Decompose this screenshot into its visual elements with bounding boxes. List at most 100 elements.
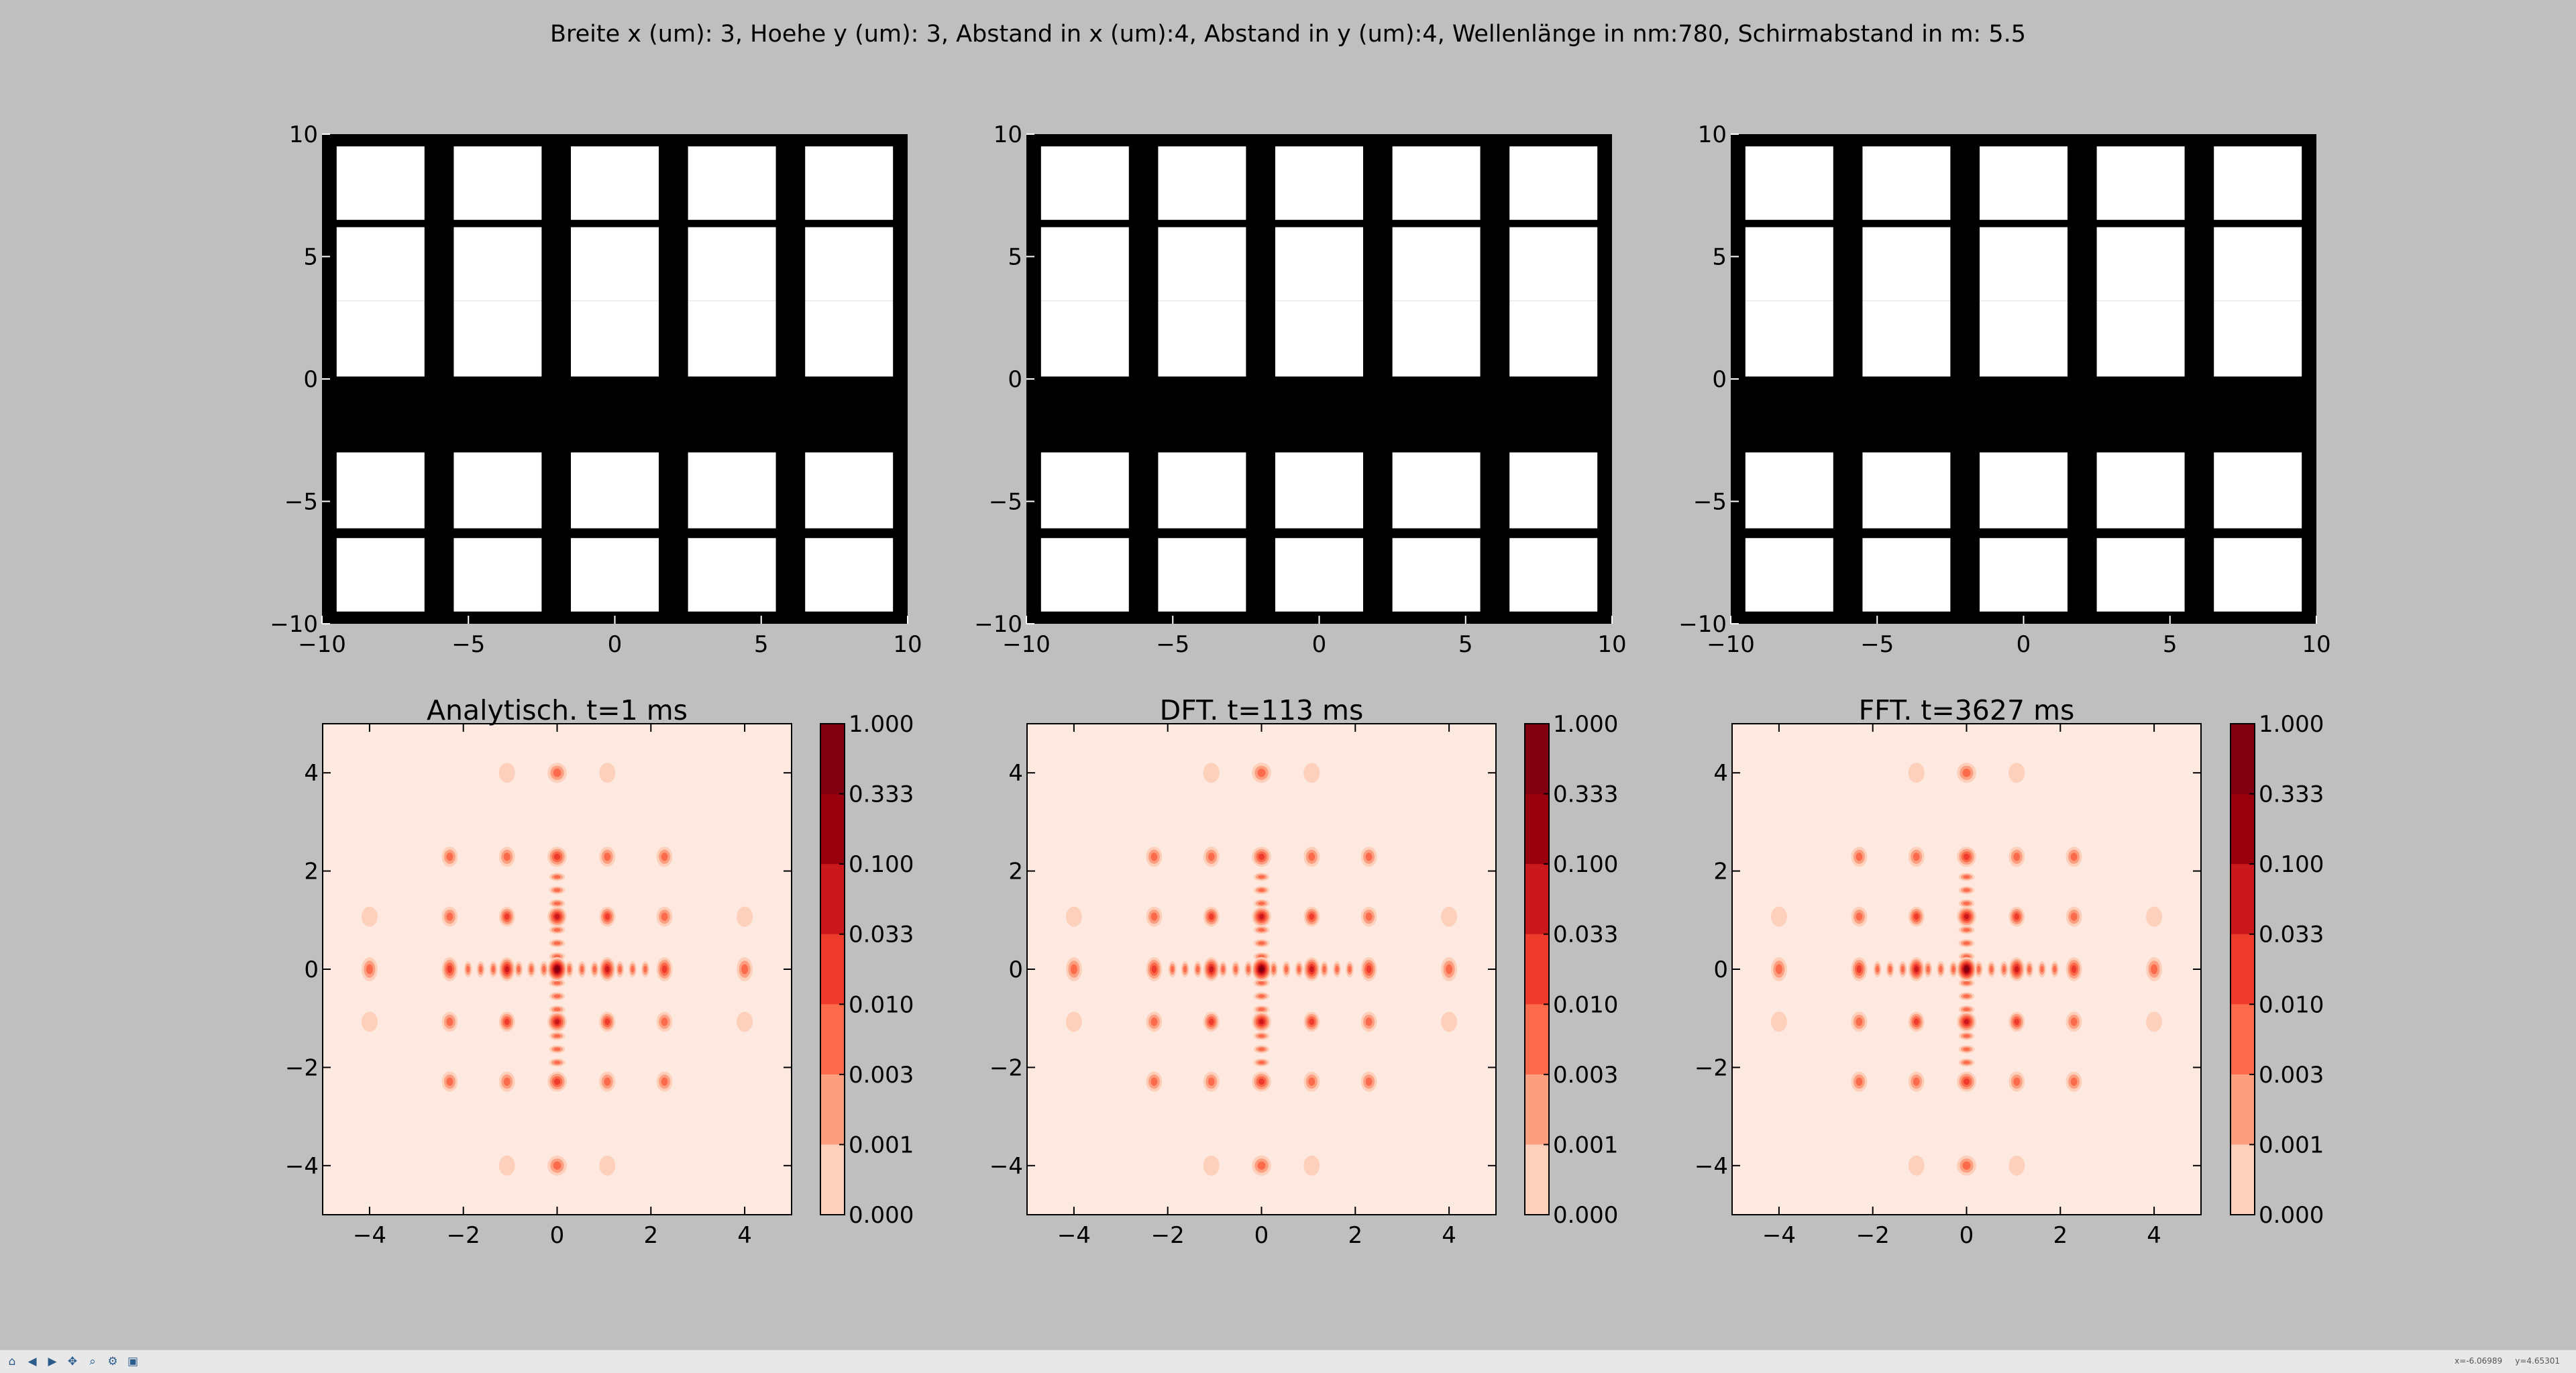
y-tick-label: 2 [1008, 859, 1023, 885]
intensity-peak [1303, 763, 1320, 783]
intensity-peak [366, 964, 373, 975]
aperture-opening [1392, 300, 1481, 377]
intensity-peak [1258, 888, 1265, 892]
save-icon[interactable]: ▣ [127, 1354, 139, 1368]
intensity-peak [1208, 1018, 1214, 1026]
y-tick-label: 5 [303, 244, 318, 271]
colorbar-segment [820, 793, 845, 865]
intensity-peak [1151, 965, 1157, 973]
intensity-peak [1770, 1011, 1787, 1032]
intensity-peak [1951, 966, 1955, 973]
x-tick-label: −4 [1762, 1222, 1796, 1249]
intensity-peak [503, 853, 511, 861]
colorbar-segment [820, 724, 845, 795]
aperture-opening [805, 452, 894, 529]
colorbar-segment [820, 864, 845, 935]
aperture-opening [1509, 300, 1598, 377]
configure-subplots-icon[interactable]: ⚙ [107, 1354, 118, 1368]
aperture-opening [805, 300, 894, 377]
intensity-peak [1365, 853, 1373, 861]
intensity-peak [1309, 966, 1314, 973]
intensity-peak [2008, 763, 2025, 783]
intensity-peak [553, 941, 561, 945]
intensity-peak [1963, 1078, 1970, 1085]
aperture-opening [1980, 146, 2068, 220]
home-icon[interactable]: ⌂ [8, 1354, 16, 1368]
colorbar-segment [2231, 1074, 2255, 1145]
intensity-peak [599, 1155, 616, 1176]
back-icon[interactable]: ◀ [28, 1354, 37, 1368]
intensity-peak [553, 769, 561, 777]
intensity-peak [2070, 1018, 2078, 1026]
intensity-peak [1963, 941, 1970, 945]
diffraction-peaks [361, 763, 753, 1176]
intensity-peak [618, 966, 622, 973]
aperture-opening [1158, 452, 1246, 529]
aperture-opening [805, 227, 894, 301]
x-tick-label: 2 [643, 1222, 658, 1249]
y-tick-label: −4 [1695, 1153, 1728, 1180]
intensity-peak [1285, 966, 1289, 973]
aperture-opening [1040, 538, 1129, 612]
colorbar-segment [1525, 864, 1549, 935]
intensity-peak [1209, 966, 1214, 973]
x-tick-label: −5 [1860, 631, 1894, 658]
intensity-peak [1963, 928, 1970, 932]
intensity-peak [1258, 941, 1265, 945]
zoom-icon[interactable]: ⌕ [89, 1354, 96, 1368]
aperture-opening [688, 227, 776, 301]
intensity-peak [553, 954, 561, 958]
diffraction-plot-2: DFT. t=113 ms −4 −2 0 2 4 4 2 0 −2 −4 [989, 694, 1497, 1249]
y-tick-label: −2 [1695, 1054, 1728, 1081]
colorbar-tick-label: 0.000 [849, 1202, 914, 1229]
x-tick-label: 2 [1348, 1222, 1362, 1249]
x-tick-label: 0 [1254, 1222, 1269, 1249]
x-tick-label: 5 [1458, 631, 1473, 658]
aperture-opening [1275, 538, 1363, 612]
intensity-peak [553, 901, 561, 905]
aperture-plot-2: −10 −5 0 5 10 10 5 0 −5 −10 [974, 121, 1626, 658]
colorbar-tick-label: 0.001 [849, 1132, 914, 1158]
intensity-peak [1926, 966, 1930, 973]
diffraction-plot-1: Analytisch. t=1 ms −4 −2 0 2 4 4 2 0 −2 −4 [285, 694, 792, 1249]
aperture-opening [1862, 538, 1951, 612]
colorbar-tick-label: 0.033 [2259, 922, 2324, 948]
intensity-peak [1990, 966, 1994, 973]
intensity-peak [1366, 965, 1372, 973]
aperture-opening [1980, 300, 2068, 377]
aperture-opening [2214, 452, 2302, 529]
aperture-opening [571, 227, 659, 301]
intensity-peak [1348, 966, 1352, 973]
intensity-peak [553, 1047, 561, 1051]
x-tick-label: 10 [2302, 631, 2330, 658]
intensity-peak [1308, 1077, 1316, 1086]
forward-icon[interactable]: ▶ [48, 1354, 57, 1368]
aperture-plot-1: −10 −5 0 5 10 10 5 0 −5 −10 [270, 121, 922, 658]
y-tick-label: 5 [1712, 244, 1727, 271]
intensity-peak [554, 914, 560, 920]
colorbar-segment [1525, 934, 1549, 1005]
aperture-opening [1275, 452, 1363, 529]
aperture-opening [1862, 300, 1951, 377]
intensity-peak [446, 1077, 453, 1086]
colorbar-segment [1525, 1074, 1549, 1145]
intensity-peak [1908, 1155, 1925, 1176]
colorbar-tick-label: 0.001 [2259, 1132, 2324, 1158]
y-tick-label: −2 [989, 1054, 1023, 1081]
intensity-peak [1070, 964, 1077, 975]
intensity-peak [604, 853, 611, 861]
intensity-peak [1259, 967, 1264, 972]
pan-icon[interactable]: ✥ [67, 1354, 78, 1368]
aperture-opening [453, 452, 542, 529]
intensity-peak [1856, 1077, 1863, 1086]
intensity-peak [2070, 912, 2078, 921]
aperture-opening [2214, 538, 2302, 612]
intensity-peak [1258, 914, 1265, 920]
aperture-opening [1392, 227, 1481, 301]
aperture-opening [336, 227, 425, 301]
intensity-peak [605, 966, 610, 973]
intensity-peak [1963, 875, 1970, 879]
intensity-peak [553, 1078, 561, 1085]
y-tick-label: 5 [1008, 244, 1022, 271]
